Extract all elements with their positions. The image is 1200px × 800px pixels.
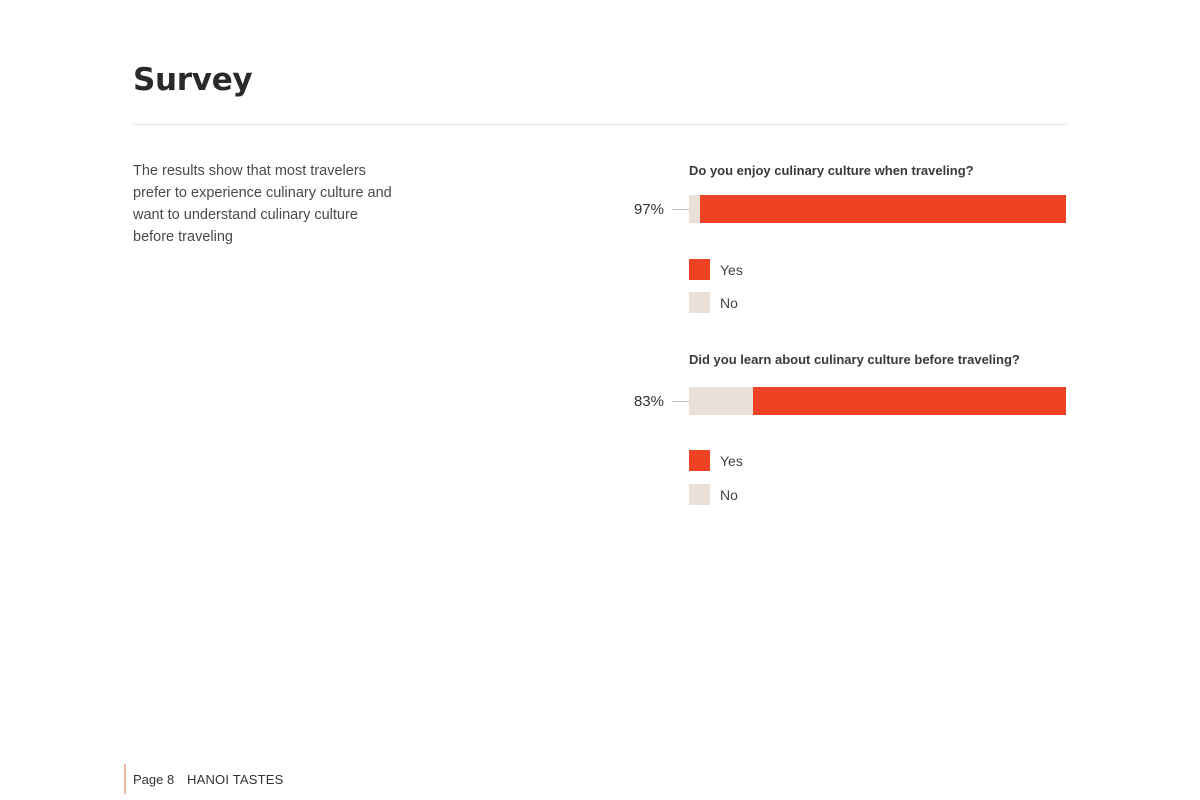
chart-2-leader-line	[672, 401, 689, 402]
chart-1-percent-label: 97%	[633, 201, 664, 218]
chart-2-title: Did you learn about culinary culture bef…	[689, 352, 1020, 367]
bar-segment-no	[689, 195, 701, 223]
page-title: Survey	[133, 62, 253, 98]
legend-swatch-yes	[689, 259, 710, 280]
legend-label-no: No	[720, 295, 738, 311]
chart-1-title: Do you enjoy culinary culture when trave…	[689, 163, 974, 178]
chart-2-bar	[689, 387, 1066, 415]
chart-2-percent-label: 83%	[633, 393, 664, 410]
bar-segment-yes	[753, 387, 1066, 415]
title-divider	[133, 124, 1067, 125]
legend-swatch-yes	[689, 450, 710, 471]
bar-segment-yes	[700, 195, 1066, 223]
legend-swatch-no	[689, 292, 710, 313]
legend-label-yes: Yes	[720, 453, 743, 469]
chart-1-leader-line	[672, 209, 689, 210]
intro-text: The results show that most travelers pre…	[133, 163, 392, 245]
legend-label-no: No	[720, 487, 738, 503]
footer-brand: HANOI TASTES	[187, 772, 284, 787]
legend-swatch-no	[689, 484, 710, 505]
footer-accent-bar	[124, 764, 126, 794]
legend-label-yes: Yes	[720, 262, 743, 278]
bar-segment-no	[689, 387, 754, 415]
footer-page-number: Page 8	[133, 772, 175, 787]
chart-1-bar	[689, 195, 1066, 223]
